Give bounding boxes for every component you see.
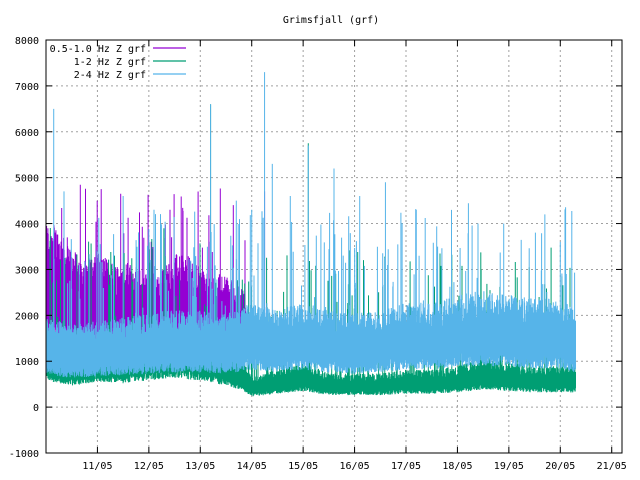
y-tick-label: 7000 [15, 82, 39, 93]
y-tick-label: 0 [33, 403, 39, 414]
y-tick-label: 6000 [15, 128, 39, 139]
x-tick-label: 11/05 [82, 461, 112, 472]
y-tick-label: 8000 [15, 36, 39, 47]
chart-title: Grimsfjall (grf) [283, 15, 379, 26]
x-tick-label: 20/05 [545, 461, 575, 472]
x-tick-label: 19/05 [494, 461, 524, 472]
y-tick-label: 3000 [15, 265, 39, 276]
x-tick-label: 21/05 [597, 461, 627, 472]
x-tick-label: 16/05 [340, 461, 370, 472]
legend-label: 0.5-1.0 Hz Z grf [50, 44, 146, 55]
x-tick-label: 14/05 [237, 461, 267, 472]
y-tick-label: 2000 [15, 311, 39, 322]
x-tick-label: 12/05 [134, 461, 164, 472]
axes: -1000 0 1000 2000 3000 4000 5000 6000 7000 8000 11… [9, 36, 627, 472]
y-tick-label: 4000 [15, 220, 39, 231]
plot-area [45, 72, 576, 397]
y-tick-label: 5000 [15, 174, 39, 185]
x-tick-label: 17/05 [391, 461, 421, 472]
plot-frame [45, 39, 623, 454]
y-tick-label: -1000 [9, 449, 39, 460]
x-tick-label: 13/05 [185, 461, 215, 472]
legend-label: 2-4 Hz Z grf [74, 70, 146, 81]
series-3 [45, 72, 576, 378]
x-tick-label: 18/05 [442, 461, 472, 472]
y-tick-label: 1000 [15, 357, 39, 368]
x-tick-label: 15/05 [288, 461, 318, 472]
legend: 0.5-1.0 Hz Z grf 1-2 Hz Z grf 2-4 Hz Z grf [50, 44, 186, 81]
legend-label: 1-2 Hz Z grf [74, 57, 146, 68]
